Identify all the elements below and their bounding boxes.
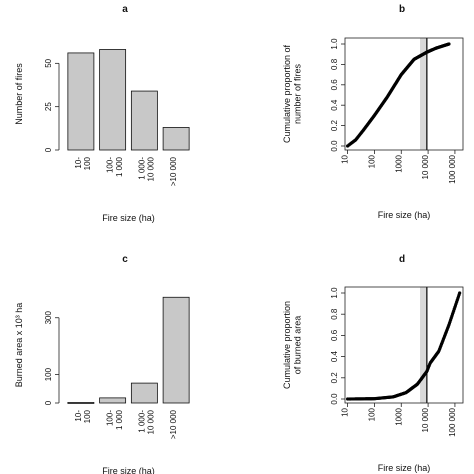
x-tick-label: 10 bbox=[341, 154, 350, 163]
y-tick-label: 0.2 bbox=[330, 372, 339, 384]
plot-frame bbox=[344, 37, 464, 151]
panel-c: c 0 100 300 Burned area x 10³ ha 10-100 100-1 … bbox=[14, 254, 190, 474]
x-axis-title: Fire size (ha) bbox=[102, 466, 155, 474]
data-point bbox=[447, 42, 451, 46]
bar bbox=[99, 397, 127, 404]
x-tick-label: 10 bbox=[341, 407, 350, 416]
x-tick-label: 100 000 bbox=[448, 407, 457, 436]
y-axis-title: Number of fires bbox=[14, 63, 24, 125]
x-tick-label: 100 bbox=[367, 154, 376, 168]
panel-b: b 0.0 0.2 0.4 0.6 0.8 1.0 10 100 1000 10 000 100 00… bbox=[282, 4, 464, 220]
y-tick-label: 0.0 bbox=[330, 140, 339, 152]
x-axis-title: Fire size (ha) bbox=[378, 210, 431, 220]
panel-letter-c: c bbox=[122, 254, 128, 265]
y-tick-label: 25 bbox=[44, 102, 53, 111]
panel-a: a 0 25 50 Number of fires 10-100 100-1 000 1 00… bbox=[14, 4, 190, 223]
x-tick-label: 10 000 bbox=[421, 407, 430, 432]
x-axis-title: Fire size (ha) bbox=[102, 213, 155, 223]
x-tick-label: >10 000 bbox=[169, 156, 178, 186]
x-axis-title: Fire size (ha) bbox=[378, 463, 431, 473]
x-tick-label: 100 bbox=[367, 407, 376, 421]
bar bbox=[130, 90, 158, 151]
x-tick-label: 10 000 bbox=[421, 154, 430, 179]
x-tick-label: 1000 bbox=[394, 407, 403, 425]
y-tick-label: 0.8 bbox=[330, 308, 339, 320]
y-tick-label: 0 bbox=[44, 400, 53, 405]
y-tick-label: 1.0 bbox=[330, 287, 339, 299]
x-tick-label: 10-100 bbox=[74, 156, 92, 170]
y-tick-label: 300 bbox=[44, 311, 53, 325]
shaded-band bbox=[420, 38, 427, 150]
x-tick-label: 100-1 000 bbox=[106, 156, 124, 177]
x-tick-label: 1 000-10 000 bbox=[137, 156, 155, 181]
y-tick-label: 0.6 bbox=[330, 329, 339, 341]
panel-letter-a: a bbox=[122, 4, 128, 15]
x-tick-label: >10 000 bbox=[169, 409, 178, 439]
x-tick-label: 10-100 bbox=[74, 409, 92, 423]
y-axis-title: Cumulative proportionof burned area bbox=[282, 301, 302, 389]
bar bbox=[162, 127, 190, 151]
y-tick-label: 1.0 bbox=[330, 38, 339, 50]
x-tick-label: 100-1 000 bbox=[106, 409, 124, 430]
panel-letter-b: b bbox=[399, 4, 405, 15]
x-tick-label: 1000 bbox=[394, 154, 403, 172]
shaded-band bbox=[420, 287, 427, 403]
y-tick-label: 0.0 bbox=[330, 393, 339, 405]
y-tick-label: 50 bbox=[44, 58, 53, 67]
bar bbox=[67, 52, 95, 151]
y-tick-label: 0.4 bbox=[330, 99, 339, 111]
bar bbox=[162, 296, 190, 404]
x-tick-label: 1 000-10 000 bbox=[137, 409, 155, 434]
y-axis-title: Cumulative proportion ofnumber of fires bbox=[282, 44, 302, 143]
y-tick-label: 0.8 bbox=[330, 58, 339, 70]
panel-d: d 0.0 0.2 0.4 0.6 0.8 1.0 10 100 1000 10 000 100 00… bbox=[282, 254, 464, 473]
x-tick-label: 100 000 bbox=[448, 154, 457, 183]
y-tick-label: 0.6 bbox=[330, 79, 339, 91]
y-tick-label: 100 bbox=[44, 367, 53, 381]
y-tick-label: 0 bbox=[44, 147, 53, 152]
panel-letter-d: d bbox=[399, 254, 405, 265]
plot-frame bbox=[344, 286, 464, 404]
bar bbox=[67, 402, 95, 404]
y-axis-title: Burned area x 10³ ha bbox=[14, 303, 24, 388]
y-tick-label: 0.4 bbox=[330, 350, 339, 362]
data-point bbox=[458, 291, 462, 295]
y-tick-label: 0.2 bbox=[330, 119, 339, 131]
bar bbox=[99, 49, 127, 151]
bar bbox=[130, 382, 158, 404]
